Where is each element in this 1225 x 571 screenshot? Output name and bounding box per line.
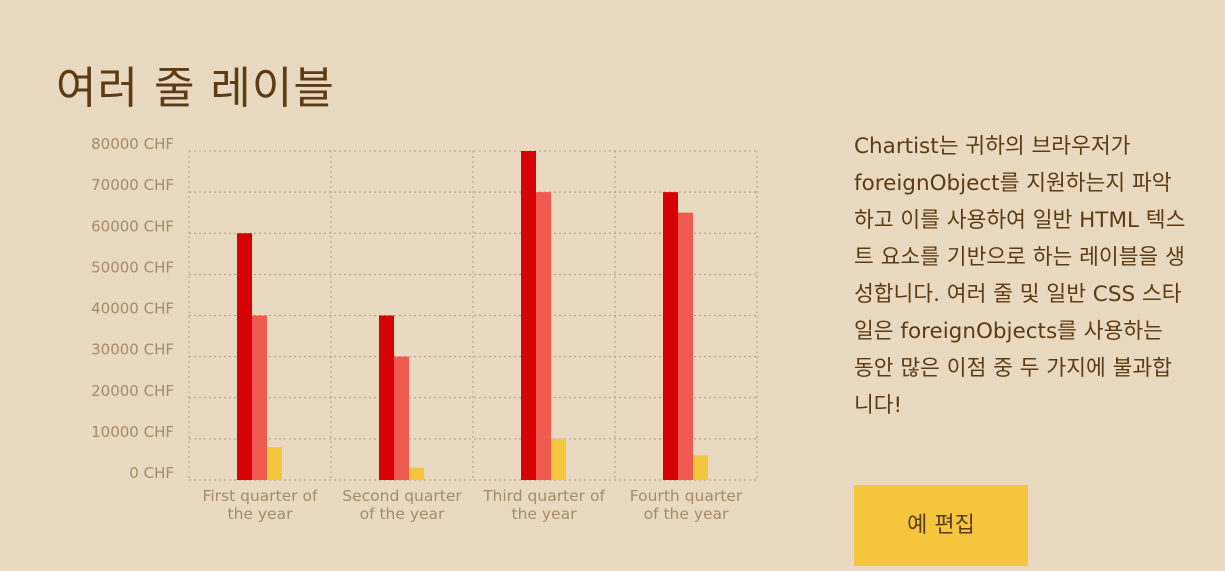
x-tick-label: Second quarter of the year: [342, 487, 462, 523]
bar: [267, 447, 282, 480]
y-tick-label: 30000 CHF: [91, 341, 174, 359]
bar: [409, 467, 424, 480]
y-tick-label: 50000 CHF: [91, 258, 174, 276]
bar: [551, 438, 566, 480]
y-tick-label: 80000 CHF: [91, 135, 174, 153]
bar: [521, 151, 536, 480]
bar: [663, 192, 678, 480]
bar: [237, 233, 252, 480]
bar: [394, 356, 409, 480]
bar: [252, 315, 267, 480]
x-tick-label: Fourth quarter of the year: [629, 487, 743, 523]
description-text: Chartist는 귀하의 브라우저가 foreignObject를 지원하는지…: [854, 134, 1186, 418]
page-title: 여러 줄 레이블: [56, 63, 335, 114]
bar: [379, 315, 394, 480]
x-tick-label: Third quarter of the year: [483, 487, 605, 523]
x-tick-label: First quarter of the year: [202, 487, 318, 523]
y-tick-label: 10000 CHF: [91, 423, 174, 441]
y-tick-label: 40000 CHF: [91, 300, 174, 318]
y-tick-label: 60000 CHF: [91, 217, 174, 235]
bar-chart: 0 CHF 10000 CHF 20000 CHF 30000 CHF 40000 CH…: [91, 135, 758, 482]
y-tick-label: 20000 CHF: [91, 382, 174, 400]
edit-example-button[interactable]: 예 편집: [854, 485, 1028, 566]
y-tick-label: 0 CHF: [129, 464, 174, 482]
y-tick-label: 70000 CHF: [91, 176, 174, 194]
bar: [693, 455, 708, 480]
bar: [536, 192, 551, 480]
bar: [678, 212, 693, 480]
